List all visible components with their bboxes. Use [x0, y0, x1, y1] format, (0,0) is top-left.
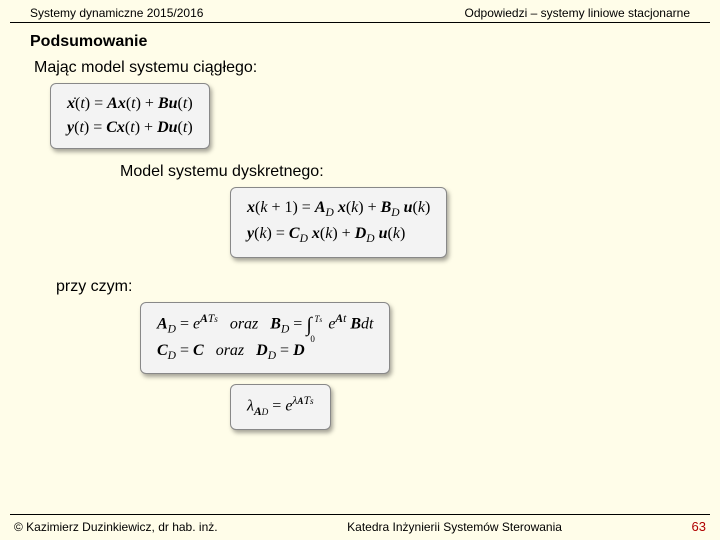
- footer-author: © Kazimierz Duzinkiewicz, dr hab. inż.: [14, 520, 218, 534]
- section-title: Podsumowanie: [0, 23, 720, 59]
- footer: © Kazimierz Duzinkiewicz, dr hab. inż. K…: [0, 514, 720, 540]
- equation-box-discrete: x(k + 1) = AD x(k) + BD u(k) y(k) = CD x…: [0, 187, 720, 258]
- label-przy-czym: przy czym:: [0, 272, 720, 302]
- equation-box-eigenvalue: λAD = eλATs: [0, 384, 720, 430]
- header-right: Odpowiedzi – systemy liniowe stacjonarne: [465, 6, 690, 20]
- subtitle-continuous: Mając model systemu ciągłego:: [0, 59, 720, 83]
- header-left: Systemy dynamiczne 2015/2016: [30, 6, 203, 20]
- equation-box-continuous: ẋ(t) = Ax(t) + Bu(t) y(t) = Cx(t) + Du(…: [0, 83, 720, 149]
- equation-box-definitions: AD = eATs oraz BD = ∫Ts0 eAt Bdt CD = C …: [0, 302, 720, 374]
- header-bar: Systemy dynamiczne 2015/2016 Odpowiedzi …: [0, 0, 720, 22]
- divider-bottom: [10, 514, 710, 515]
- footer-dept: Katedra Inżynierii Systemów Sterowania: [347, 520, 562, 534]
- subtitle-discrete: Model systemu dyskretnego:: [0, 163, 720, 187]
- page-number: 63: [692, 519, 706, 534]
